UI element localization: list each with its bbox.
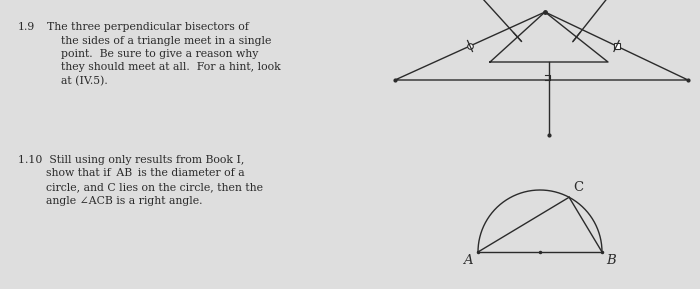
Text: A: A [463,254,473,267]
Text: the sides of a triangle meet in a single: the sides of a triangle meet in a single [40,36,272,45]
Text: at (IV.5).: at (IV.5). [40,76,108,86]
Text: show that if  AB  is the diameter of a: show that if AB is the diameter of a [18,168,244,179]
Text: angle ∠ACB is a right angle.: angle ∠ACB is a right angle. [18,195,202,205]
Text: they should meet at all.  For a hint, look: they should meet at all. For a hint, loo… [40,62,281,73]
Text: 1.9: 1.9 [18,22,35,32]
Text: point.  Be sure to give a reason why: point. Be sure to give a reason why [40,49,258,59]
Text: B: B [606,254,616,267]
Text: 1.10  Still using only results from Book I,: 1.10 Still using only results from Book … [18,155,244,165]
Text: circle, and C lies on the circle, then the: circle, and C lies on the circle, then t… [18,182,263,192]
Text: The three perpendicular bisectors of: The three perpendicular bisectors of [40,22,249,32]
Text: C: C [573,181,583,194]
